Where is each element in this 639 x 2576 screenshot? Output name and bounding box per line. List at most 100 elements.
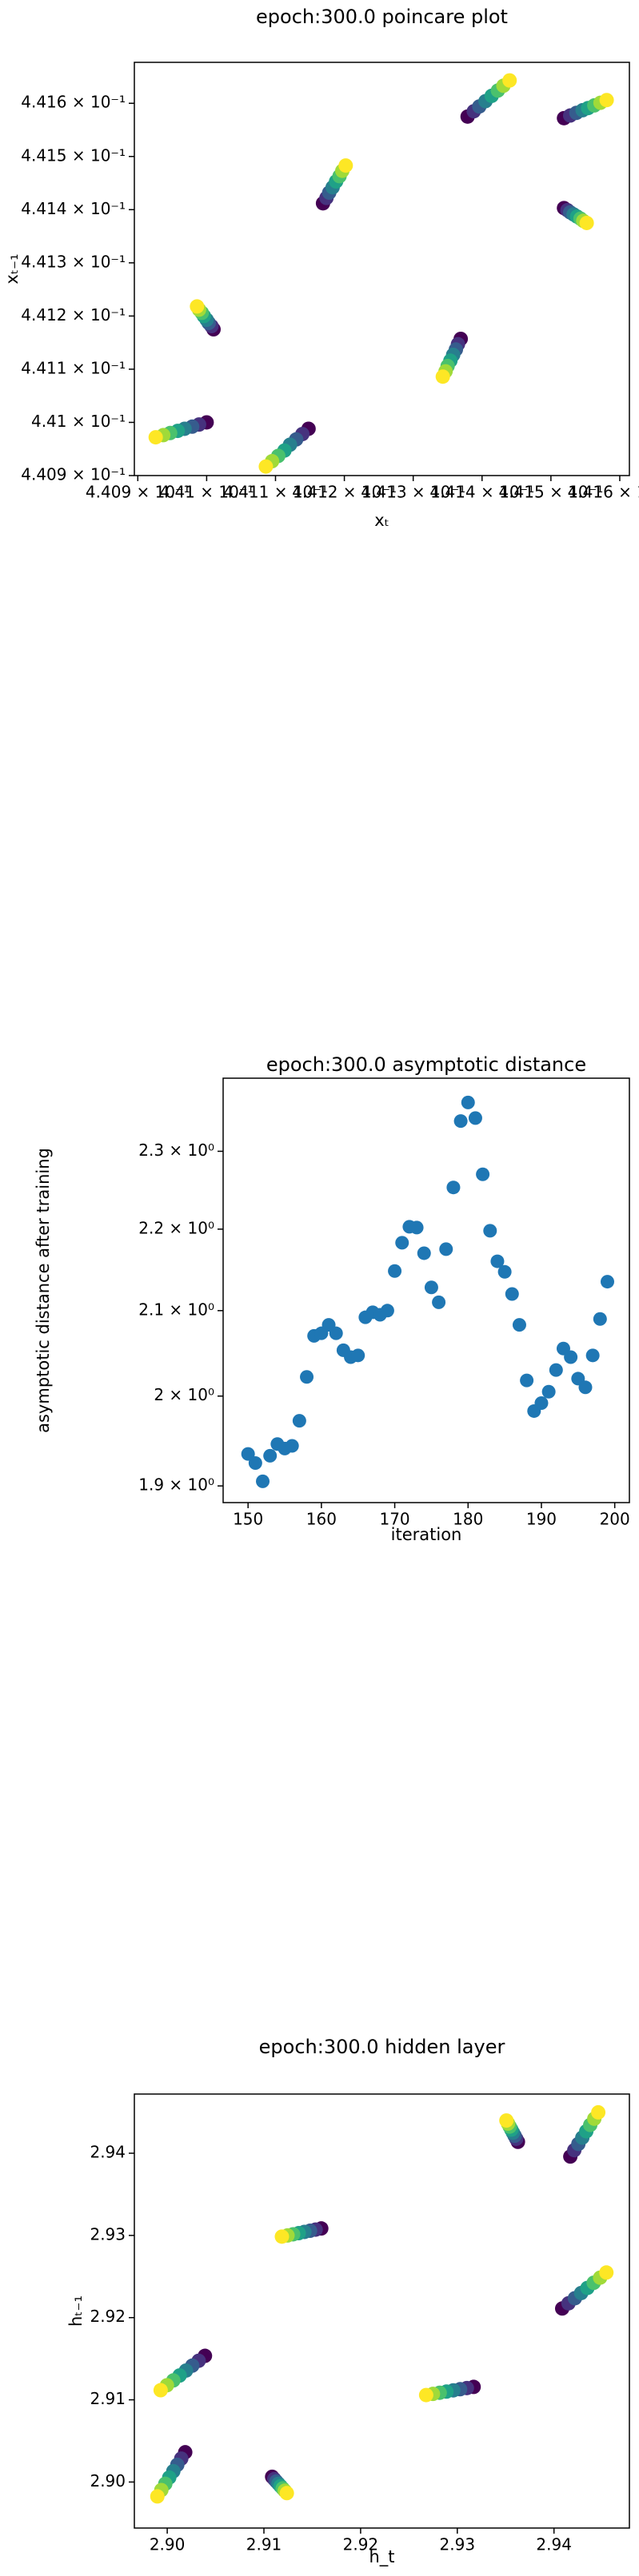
y-axis-label: asymptotic distance after training bbox=[34, 1148, 53, 1433]
x-tick-label: 4.409 × 10⁻¹ bbox=[86, 483, 190, 502]
point bbox=[490, 1254, 505, 1268]
point bbox=[439, 1242, 453, 1256]
axes-frame bbox=[222, 1077, 630, 1503]
chart-title: epoch:300.0 poincare plot bbox=[256, 6, 508, 28]
y-tick-label: 4.411 × 10⁻¹ bbox=[21, 358, 126, 377]
chart-title: epoch:300.0 hidden layer bbox=[259, 2036, 505, 2058]
point bbox=[599, 93, 614, 108]
x-axis-label: iteration bbox=[391, 1525, 462, 1544]
point bbox=[512, 1318, 526, 1332]
y-tick-label: 2.94 bbox=[90, 2143, 126, 2162]
point bbox=[395, 1236, 409, 1250]
point bbox=[435, 369, 450, 384]
y-tick-label: 4.41 × 10⁻¹ bbox=[31, 412, 126, 431]
point bbox=[258, 459, 274, 474]
point bbox=[285, 1439, 299, 1453]
point bbox=[409, 1220, 424, 1235]
y-tick-label: 2.91 bbox=[90, 2389, 126, 2408]
x-tick-label: 4.413 × 10⁻¹ bbox=[361, 483, 465, 502]
x-tick-label: 2.93 bbox=[440, 2535, 476, 2554]
point bbox=[505, 1287, 519, 1301]
point bbox=[497, 1264, 512, 1279]
x-tick-label: 150 bbox=[233, 1510, 263, 1529]
point bbox=[534, 1396, 549, 1411]
axes-frame bbox=[134, 62, 630, 476]
y-tick-label: 4.414 × 10⁻¹ bbox=[21, 199, 126, 218]
point bbox=[432, 1295, 446, 1309]
y-tick-label: 2.2 × 10⁰ bbox=[138, 1218, 214, 1237]
point bbox=[520, 1373, 534, 1388]
y-tick-label: 2.90 bbox=[90, 2471, 126, 2490]
x-tick-label: 160 bbox=[306, 1510, 337, 1529]
y-tick-label: 1.9 × 10⁰ bbox=[138, 1475, 214, 1495]
point bbox=[446, 1181, 461, 1195]
point bbox=[256, 1474, 270, 1488]
point bbox=[502, 73, 517, 88]
point bbox=[248, 1455, 262, 1470]
point bbox=[476, 1167, 490, 1181]
point bbox=[148, 430, 163, 445]
x-tick-label: 4.411 × 10⁻¹ bbox=[223, 483, 328, 502]
point bbox=[468, 1111, 482, 1125]
x-tick-label: 2.92 bbox=[343, 2535, 379, 2554]
x-tick-label: 180 bbox=[453, 1510, 483, 1529]
x-tick-label: 4.412 × 10⁻¹ bbox=[292, 483, 397, 502]
point bbox=[579, 215, 594, 230]
point bbox=[424, 1280, 438, 1295]
point bbox=[418, 2387, 433, 2403]
point bbox=[564, 1350, 578, 1364]
point bbox=[338, 158, 353, 173]
point bbox=[380, 1304, 394, 1318]
x-tick-label: 4.415 × 10⁻¹ bbox=[498, 483, 603, 502]
point bbox=[351, 1348, 365, 1363]
point bbox=[417, 1246, 431, 1260]
x-axis-label: xₜ bbox=[374, 511, 389, 530]
x-tick-label: 200 bbox=[600, 1510, 630, 1529]
chart-title: epoch:300.0 asymptotic distance bbox=[266, 1053, 586, 1076]
point bbox=[329, 1326, 343, 1340]
x-tick-label: 2.91 bbox=[246, 2535, 282, 2554]
y-tick-label: 2.1 × 10⁰ bbox=[138, 1300, 214, 1319]
point bbox=[263, 1448, 278, 1463]
y-tick-label: 4.412 × 10⁻¹ bbox=[21, 305, 126, 324]
point bbox=[591, 2104, 606, 2120]
y-tick-label: 4.416 × 10⁻¹ bbox=[21, 93, 126, 112]
point bbox=[153, 2383, 168, 2398]
x-tick-label: 2.90 bbox=[150, 2535, 186, 2554]
point bbox=[150, 2489, 165, 2504]
y-tick-label: 2.3 × 10⁰ bbox=[138, 1141, 214, 1160]
axes-frame bbox=[134, 2093, 630, 2529]
y-axis-label: xₜ₋₁ bbox=[2, 253, 22, 284]
point bbox=[241, 1447, 255, 1461]
x-tick-label: 4.41 × 10⁻¹ bbox=[159, 483, 254, 502]
point bbox=[453, 1114, 468, 1129]
y-tick-label: 4.415 × 10⁻¹ bbox=[21, 145, 126, 165]
x-tick-label: 4.414 × 10⁻¹ bbox=[429, 483, 534, 502]
y-tick-label: 2.92 bbox=[90, 2307, 126, 2326]
point bbox=[549, 1363, 563, 1377]
y-tick-label: 2.93 bbox=[90, 2224, 126, 2244]
point bbox=[190, 299, 205, 314]
y-tick-label: 2 × 10⁰ bbox=[154, 1385, 214, 1404]
point bbox=[483, 1224, 497, 1238]
point bbox=[461, 1095, 475, 1109]
y-axis-label: hₜ₋₁ bbox=[66, 2295, 86, 2327]
point bbox=[499, 2113, 514, 2128]
point bbox=[274, 2229, 290, 2244]
point bbox=[600, 1275, 614, 1289]
point bbox=[541, 1384, 556, 1399]
point bbox=[279, 2486, 294, 2501]
point bbox=[585, 1348, 600, 1363]
point bbox=[593, 1312, 607, 1326]
x-tick-label: 190 bbox=[526, 1510, 557, 1529]
x-axis-label: h_t bbox=[369, 2547, 394, 2567]
y-tick-label: 4.413 × 10⁻¹ bbox=[21, 252, 126, 271]
y-tick-label: 4.409 × 10⁻¹ bbox=[21, 465, 126, 484]
x-tick-label: 4.416 × 10⁻¹ bbox=[568, 483, 639, 502]
point bbox=[578, 1380, 593, 1395]
x-tick-label: 170 bbox=[379, 1510, 409, 1529]
point bbox=[599, 2265, 614, 2280]
point bbox=[388, 1264, 402, 1278]
point bbox=[292, 1414, 306, 1428]
